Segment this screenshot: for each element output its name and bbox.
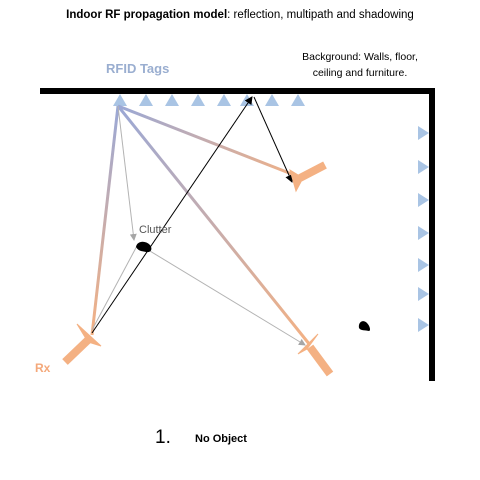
direct-ray-to-upper-antenna: [117, 104, 303, 180]
triangle-tag-icon: [191, 94, 205, 106]
triangle-tag-icon: [418, 193, 429, 207]
rx-antenna-icon: [62, 323, 102, 365]
direct-ray-to-rx: [90, 105, 120, 336]
figure-caption: No Object: [195, 433, 247, 445]
triangle-tag-icon: [113, 94, 127, 106]
object-blob-icon: [358, 321, 371, 331]
right-tag-column: [418, 126, 429, 332]
direct-ray-to-lower-antenna: [116, 105, 312, 346]
triangle-tag-icon: [265, 94, 279, 106]
background-note: Background: Walls, floor, ceiling and fu…: [302, 51, 418, 79]
scatter-ray-tag-to-clutter: [117, 105, 137, 241]
triangle-tag-icon: [165, 94, 179, 106]
upper-antenna-icon: [289, 161, 327, 193]
triangle-tag-icon: [139, 94, 153, 106]
title-rest: : reflection, multipath and shadowing: [227, 9, 414, 21]
triangle-tag-icon: [418, 126, 429, 140]
title-bold-part: Indoor RF propagation model: [66, 9, 228, 21]
triangle-tag-icon: [291, 94, 305, 106]
lower-antenna-icon: [297, 333, 334, 377]
scatter-ray-clutter-to-rx: [91, 243, 139, 331]
clutter-label: Clutter: [139, 224, 172, 236]
reflection-ray-up: [91, 96, 253, 334]
triangle-tag-icon: [418, 160, 429, 174]
triangle-tag-icon: [418, 226, 429, 240]
diagram-title: Indoor RF propagation model: reflection,…: [0, 9, 480, 21]
triangle-tag-icon: [217, 94, 231, 106]
figure-number: 1.: [155, 427, 171, 448]
scatter-ray-clutter-to-antenna: [139, 244, 306, 346]
rx-label: Rx: [35, 361, 51, 375]
top-tag-row: [113, 94, 305, 106]
triangle-tag-icon: [418, 258, 429, 272]
triangle-tag-icon: [418, 287, 429, 301]
rfid-tags-label: RFID Tags: [106, 61, 170, 76]
reflection-ray-down: [253, 96, 293, 183]
triangle-tag-icon: [418, 318, 429, 332]
clutter-blob-icon: [136, 241, 152, 253]
room-wall: [40, 88, 435, 381]
